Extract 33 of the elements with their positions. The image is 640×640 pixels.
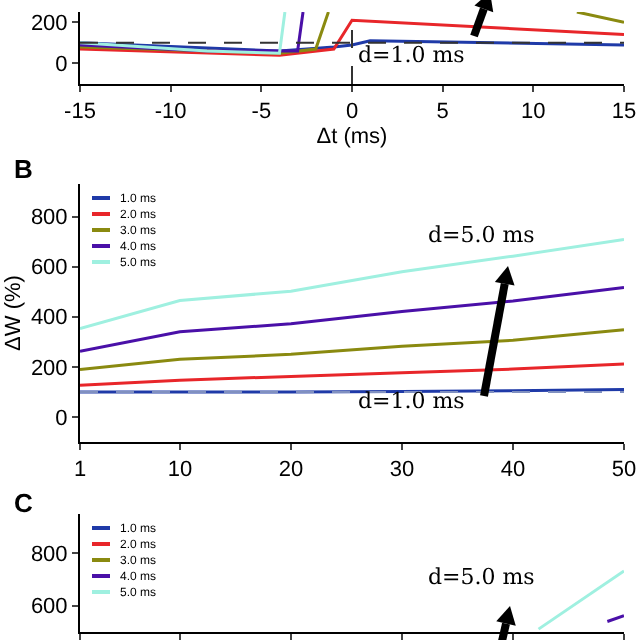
annotation: d=1.0 ms <box>358 388 466 414</box>
text: C <box>14 488 34 518</box>
x-tick-label: 5 <box>436 100 449 125</box>
y-tick-label: 400 <box>30 306 68 331</box>
y-tick-label: 200 <box>30 356 68 381</box>
x-tick-label: -5 <box>251 100 272 125</box>
x-tick-label: 30 <box>389 458 415 483</box>
y-tick-label: 800 <box>30 206 68 231</box>
x-tick-label: 10 <box>167 458 193 483</box>
y-tick-label: 800 <box>30 543 68 568</box>
x-tick-label: 50 <box>611 458 637 483</box>
y-tick-label: 0 <box>55 53 68 78</box>
x-tick-label: 1 <box>73 458 87 483</box>
annotation: d=5.0 ms <box>428 564 536 590</box>
x-tick-label: -10 <box>154 100 187 125</box>
x-tick-label: 10 <box>521 100 546 125</box>
line-series <box>80 328 624 372</box>
y-tick-label: 600 <box>30 595 68 620</box>
x-tick-label: -15 <box>64 100 96 125</box>
line-series <box>80 285 624 353</box>
x-tick-label: 0 <box>345 100 359 125</box>
annotation: d=5.0 ms <box>428 222 536 248</box>
x-tick-label: 15 <box>611 100 637 125</box>
x-tick-label: 40 <box>500 458 526 483</box>
y-tick-label: 600 <box>30 256 68 281</box>
y-axis-title: ΔW (%) <box>2 275 27 351</box>
annotation: d=1.0 ms <box>358 42 466 68</box>
y-tick-label: 0 <box>55 406 68 431</box>
x-tick-label: 20 <box>278 458 304 483</box>
text: B <box>14 154 33 184</box>
y-tick-label: 200 <box>30 11 68 36</box>
x-axis-title: Δt (ms) <box>316 124 388 149</box>
line-series <box>80 362 624 387</box>
